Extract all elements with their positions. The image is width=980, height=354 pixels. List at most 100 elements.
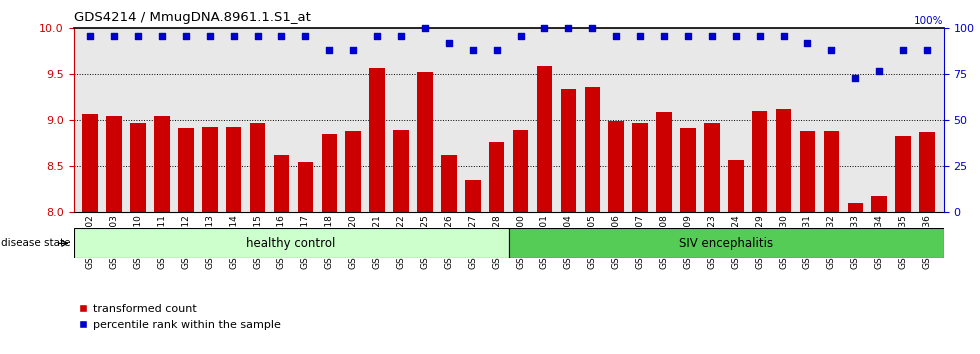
Bar — [393, 130, 409, 212]
Point — [848, 75, 863, 81]
Text: GSM347803: GSM347803 — [110, 214, 119, 269]
Text: 100%: 100% — [914, 16, 944, 26]
Text: GSM347823: GSM347823 — [708, 214, 716, 269]
Bar — [82, 114, 98, 212]
Text: GSM347806: GSM347806 — [612, 214, 620, 269]
Bar — [776, 109, 791, 212]
Point — [106, 33, 122, 39]
Text: healthy control: healthy control — [246, 237, 336, 250]
Point — [489, 47, 505, 53]
Point — [369, 33, 385, 39]
Text: disease state: disease state — [1, 238, 71, 249]
Point — [657, 33, 672, 39]
Point — [298, 33, 314, 39]
Bar — [657, 112, 671, 212]
Text: GSM347828: GSM347828 — [492, 214, 501, 269]
Text: GSM347834: GSM347834 — [875, 214, 884, 269]
Point — [130, 33, 146, 39]
Text: SIV encephalitis: SIV encephalitis — [679, 237, 773, 250]
Text: GSM347804: GSM347804 — [564, 214, 573, 269]
Bar — [728, 160, 744, 212]
Bar — [130, 123, 146, 212]
Bar — [226, 127, 241, 212]
Text: GSM347811: GSM347811 — [158, 214, 167, 269]
Point — [609, 33, 624, 39]
Bar — [345, 131, 361, 212]
Point — [321, 47, 337, 53]
Text: GSM347814: GSM347814 — [229, 214, 238, 269]
Text: GSM347817: GSM347817 — [301, 214, 310, 269]
Text: GSM347813: GSM347813 — [205, 214, 215, 269]
Text: GSM347830: GSM347830 — [779, 214, 788, 269]
Point — [393, 33, 409, 39]
Point — [800, 40, 815, 46]
Point — [441, 40, 457, 46]
Text: GSM347827: GSM347827 — [468, 214, 477, 269]
Point — [823, 47, 839, 53]
Text: GSM347816: GSM347816 — [277, 214, 286, 269]
Point — [537, 25, 553, 31]
Bar — [513, 130, 528, 212]
Text: GDS4214 / MmugDNA.8961.1.S1_at: GDS4214 / MmugDNA.8961.1.S1_at — [74, 11, 311, 24]
Point — [345, 47, 361, 53]
Text: GSM347821: GSM347821 — [372, 214, 381, 269]
Point — [273, 33, 289, 39]
Text: GSM347835: GSM347835 — [899, 214, 907, 269]
Point — [752, 33, 767, 39]
Point — [776, 33, 792, 39]
Point — [704, 33, 719, 39]
Point — [465, 47, 480, 53]
Bar — [584, 87, 600, 212]
Legend: transformed count, percentile rank within the sample: transformed count, percentile rank withi… — [74, 300, 285, 334]
Bar — [561, 89, 576, 212]
Point — [82, 33, 98, 39]
Point — [513, 33, 528, 39]
Bar — [107, 116, 122, 212]
Point — [584, 25, 600, 31]
Bar — [465, 180, 480, 212]
Bar — [680, 128, 696, 212]
Bar — [369, 68, 385, 212]
Text: GSM347836: GSM347836 — [922, 214, 932, 269]
Point — [178, 33, 194, 39]
Bar — [609, 121, 624, 212]
Bar — [896, 136, 910, 212]
Bar — [871, 196, 887, 212]
Bar — [848, 203, 863, 212]
Bar — [154, 116, 170, 212]
Bar — [537, 66, 553, 212]
Point — [250, 33, 266, 39]
Bar — [489, 142, 505, 212]
Point — [154, 33, 170, 39]
Text: GSM347807: GSM347807 — [636, 214, 645, 269]
Point — [561, 25, 576, 31]
Point — [896, 47, 911, 53]
Bar — [321, 134, 337, 212]
Text: GSM347824: GSM347824 — [731, 214, 740, 269]
Bar — [919, 132, 935, 212]
Bar — [800, 131, 815, 212]
Point — [417, 25, 433, 31]
Text: GSM347825: GSM347825 — [420, 214, 429, 269]
Text: GSM347812: GSM347812 — [181, 214, 190, 269]
Point — [728, 33, 744, 39]
Point — [871, 68, 887, 74]
Text: GSM347809: GSM347809 — [683, 214, 693, 269]
Text: GSM347829: GSM347829 — [756, 214, 764, 269]
Text: GSM347820: GSM347820 — [349, 214, 358, 269]
Text: GSM347822: GSM347822 — [397, 214, 406, 269]
Bar — [704, 123, 719, 212]
Bar — [202, 127, 218, 212]
Text: GSM347808: GSM347808 — [660, 214, 668, 269]
Text: GSM347832: GSM347832 — [827, 214, 836, 269]
Bar — [823, 131, 839, 212]
Point — [225, 33, 241, 39]
Bar — [632, 123, 648, 212]
Bar — [441, 155, 457, 212]
Text: GSM347802: GSM347802 — [85, 214, 95, 269]
Text: GSM347831: GSM347831 — [803, 214, 812, 269]
Text: GSM347818: GSM347818 — [324, 214, 334, 269]
Text: GSM347805: GSM347805 — [588, 214, 597, 269]
Point — [680, 33, 696, 39]
Bar — [250, 123, 266, 212]
